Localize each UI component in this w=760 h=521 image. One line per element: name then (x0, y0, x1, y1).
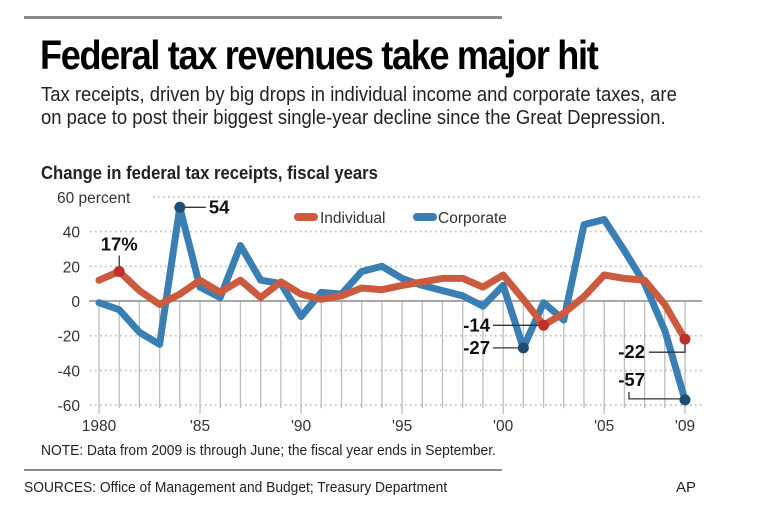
y-tick-label: -60 (58, 398, 81, 415)
annotation-label: -57 (618, 369, 645, 390)
legend: Individual Corporate (294, 210, 507, 227)
series-line-corporate (95, 203, 689, 404)
annotation-label: -27 (463, 337, 490, 358)
x-tick-label: '95 (392, 418, 412, 435)
annotation-label: 54 (209, 196, 230, 217)
y-tick-label: -40 (58, 363, 81, 380)
x-tick-label: '90 (291, 418, 312, 435)
annotation-marker (679, 333, 691, 345)
annotation-marker (517, 342, 529, 354)
annotation-label: -14 (463, 314, 490, 335)
y-tick-label: 0 (71, 294, 80, 311)
legend-label-individual: Individual (320, 210, 386, 227)
annotation-marker (679, 394, 691, 406)
chart-heading: Change in federal tax receipts, fiscal y… (41, 162, 378, 183)
x-tick-label: '00 (493, 418, 514, 435)
series (95, 203, 689, 404)
line-chart: 60 percent 40 20 0 -20 -40 -60 1980 '85 '90 '95 '0… (57, 190, 702, 435)
annotation-marker (174, 201, 186, 213)
bottom-rule (24, 469, 502, 471)
sources: SOURCES: Office of Management and Budget… (24, 479, 448, 496)
annotation-marker (538, 319, 550, 331)
y-tick-label: -20 (58, 329, 81, 346)
legend-label-corporate: Corporate (438, 210, 507, 227)
top-rule (24, 16, 502, 19)
grid (89, 196, 702, 415)
y-tick-label: 20 (63, 259, 81, 276)
x-tick-label: '85 (190, 418, 210, 435)
page-title: Federal tax revenues take major hit (40, 32, 599, 78)
subtitle: Tax receipts, driven by big drops in ind… (41, 83, 677, 129)
annotations: 17% 54 -14-27 -22 -57 (101, 196, 691, 406)
x-tick-label: '09 (675, 418, 695, 435)
note: NOTE: Data from 2009 is through June; th… (41, 442, 496, 459)
x-axis-ticks: 1980 '85 '90 '95 '00 '05 '09 (82, 418, 695, 435)
x-tick-label: 1980 (82, 418, 117, 435)
x-tick-label: '05 (594, 418, 614, 435)
annotation-marker (113, 266, 125, 278)
y-tick-label: 60 percent (57, 190, 131, 207)
series-line-individual (95, 268, 689, 343)
annotation-label: -22 (618, 341, 645, 362)
annotation-label: 17% (101, 234, 138, 255)
y-tick-label: 40 (63, 225, 81, 242)
credit: AP (676, 479, 697, 496)
annotation-leader (628, 391, 685, 400)
y-axis-ticks: 60 percent 40 20 0 -20 -40 -60 (57, 190, 131, 415)
